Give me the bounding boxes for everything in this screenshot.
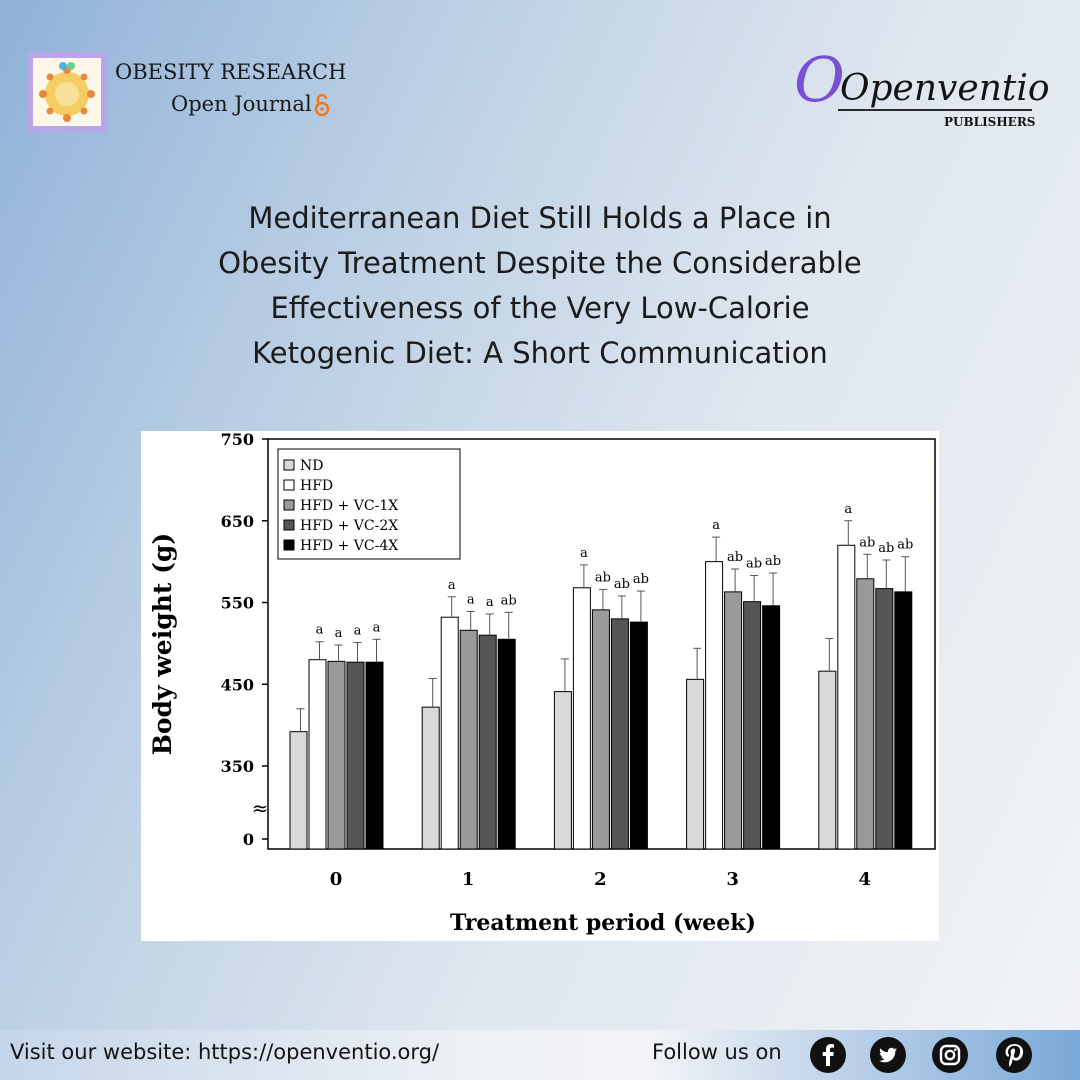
- bar: [346, 661, 365, 850]
- footer-bar: Visit our website: https://openventio.or…: [0, 1030, 1080, 1080]
- body-weight-chart: 750 650 550 450 350 0 ≈ Body weight (g) Treatmen…: [148, 431, 936, 936]
- publisher-divider: [838, 109, 1032, 111]
- legend-swatch: [283, 499, 295, 511]
- bar: [837, 544, 856, 850]
- publisher-subtitle: PUBLISHERS: [944, 115, 1036, 129]
- significance-label: ab: [633, 572, 649, 587]
- bar: [289, 731, 308, 850]
- title-line: Effectiveness of the Very Low-Calorie: [270, 291, 810, 325]
- journal-logo-icon: [27, 52, 107, 132]
- x-axis-label: Treatment period (week): [450, 910, 756, 936]
- website-link[interactable]: Visit our website: https://openventio.or…: [10, 1040, 440, 1064]
- y-tick-label: 0: [243, 830, 254, 849]
- significance-label: ab: [746, 557, 762, 572]
- significance-label: a: [448, 578, 456, 593]
- axis-break-mark: ≈: [252, 796, 269, 820]
- chart-panel: 750 650 550 450 350 0 ≈ Body weight (g) Treatmen…: [141, 431, 939, 941]
- significance-label: a: [335, 626, 343, 641]
- y-tick-label: 550: [221, 594, 254, 613]
- legend-swatch: [283, 519, 295, 531]
- significance-label: a: [580, 546, 588, 561]
- significance-label: ab: [897, 538, 913, 553]
- significance-label: ab: [501, 593, 517, 608]
- bar: [705, 561, 724, 850]
- significance-label: ab: [878, 541, 894, 556]
- significance-label: a: [844, 502, 852, 517]
- x-tick-label: 3: [726, 869, 739, 890]
- x-tick-label: 2: [594, 869, 607, 890]
- bar: [875, 588, 894, 850]
- article-title: Mediterranean Diet Still Holds a Place i…: [140, 196, 940, 376]
- open-access-icon: [314, 93, 330, 117]
- x-tick-label: 1: [462, 869, 475, 890]
- bar: [818, 670, 837, 850]
- significance-label: ab: [859, 535, 875, 550]
- significance-label: ab: [765, 554, 781, 569]
- title-line: Ketogenic Diet: A Short Communication: [252, 336, 828, 370]
- x-tick-label: 0: [330, 869, 343, 890]
- y-tick-label: 750: [221, 431, 254, 449]
- publisher-logo: O Openventio PUBLISHERS: [780, 45, 1050, 135]
- follow-us-label: Follow us on: [652, 1040, 782, 1064]
- bar: [686, 678, 705, 850]
- bar: [629, 621, 648, 850]
- significance-label: a: [486, 595, 494, 610]
- journal-name-line1: OBESITY RESEARCH: [115, 60, 347, 84]
- legend-label: HFD + VC-2X: [300, 518, 398, 534]
- journal-logo-block: OBESITY RESEARCH Open Journal: [27, 52, 387, 136]
- legend-label: HFD + VC-1X: [300, 498, 398, 514]
- bar: [591, 609, 610, 850]
- x-tick-label: 4: [859, 869, 872, 890]
- legend-label: HFD + VC-4X: [300, 538, 398, 554]
- significance-label: a: [467, 592, 475, 607]
- twitter-icon[interactable]: [870, 1037, 906, 1073]
- journal-name-line2: Open Journal: [171, 92, 312, 116]
- legend-label: HFD: [300, 478, 333, 494]
- y-tick-label: 650: [221, 512, 254, 531]
- significance-label: a: [373, 620, 381, 635]
- bar: [440, 616, 459, 850]
- significance-label: ab: [614, 577, 630, 592]
- bar: [610, 618, 629, 850]
- significance-label: a: [316, 623, 324, 638]
- bar: [421, 706, 440, 850]
- bar: [724, 591, 743, 850]
- title-line: Mediterranean Diet Still Holds a Place i…: [248, 201, 832, 235]
- significance-label: ab: [595, 570, 611, 585]
- bar: [572, 587, 591, 850]
- y-tick-label: 350: [221, 757, 254, 776]
- facebook-icon[interactable]: [810, 1037, 846, 1073]
- bar: [365, 661, 384, 850]
- bar: [497, 638, 516, 850]
- significance-label: a: [712, 518, 720, 533]
- bar: [327, 660, 346, 850]
- bar: [762, 605, 781, 850]
- y-axis-label: Body weight (g): [148, 533, 177, 756]
- legend-swatch: [283, 479, 295, 491]
- bar: [894, 591, 913, 850]
- instagram-icon[interactable]: [932, 1037, 968, 1073]
- significance-label: ab: [727, 550, 743, 565]
- publisher-name: Openventio: [840, 68, 1050, 109]
- bar: [308, 659, 327, 850]
- title-line: Obesity Treatment Despite the Considerab…: [218, 246, 862, 280]
- publisher-logo-mark: O: [794, 43, 845, 116]
- pinterest-icon[interactable]: [996, 1037, 1032, 1073]
- bar: [459, 629, 478, 850]
- significance-label: a: [354, 624, 362, 639]
- bar: [743, 601, 762, 850]
- legend-box: [277, 448, 461, 560]
- bar: [478, 634, 497, 850]
- legend-label: ND: [300, 458, 323, 474]
- legend-swatch: [283, 539, 295, 551]
- bar: [856, 578, 875, 850]
- bar: [553, 691, 572, 850]
- y-tick-label: 450: [221, 675, 254, 694]
- legend-swatch: [283, 459, 295, 471]
